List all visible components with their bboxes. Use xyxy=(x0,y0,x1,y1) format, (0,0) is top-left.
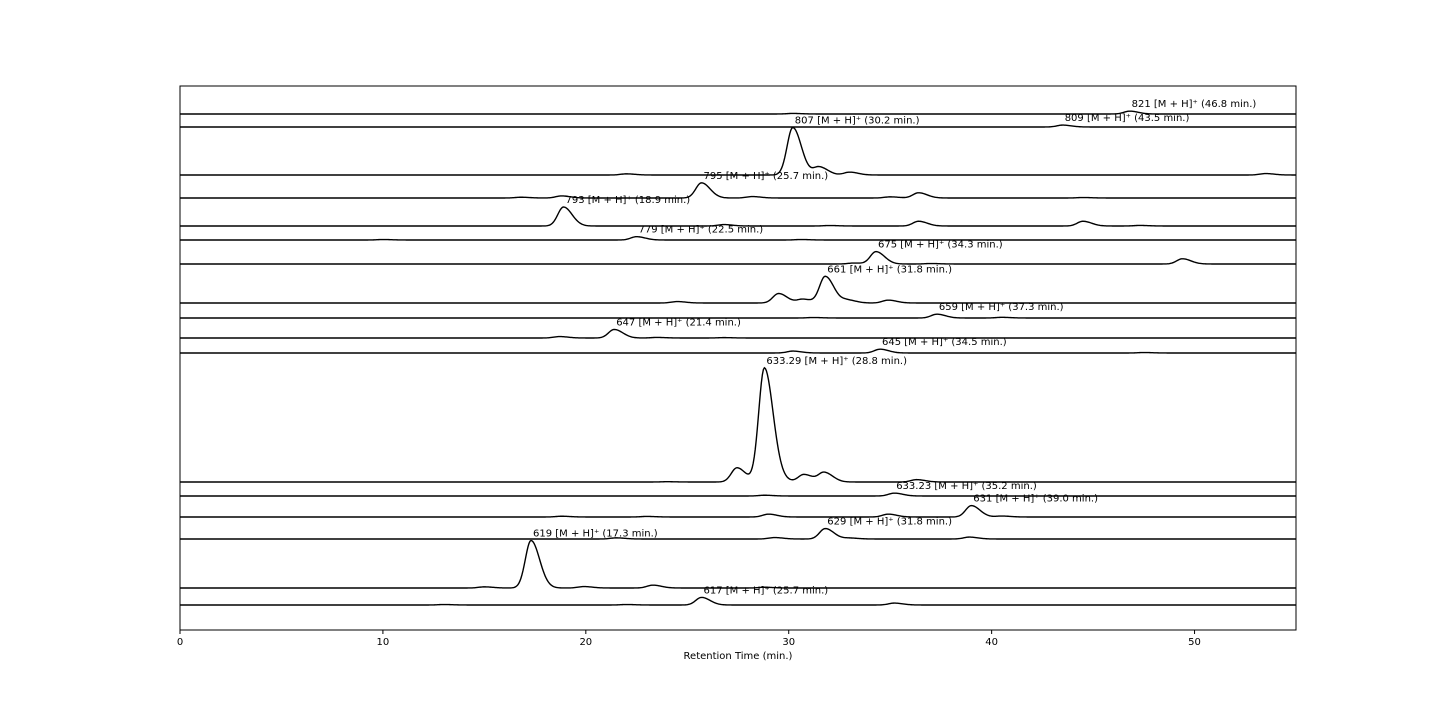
trace-633.23 xyxy=(180,492,1296,497)
peak-label-659: 659 [M + H]⁺ (37.3 min.) xyxy=(939,302,1064,313)
traces-group xyxy=(180,110,1296,606)
trace-645 xyxy=(180,348,1296,354)
peak-label-647: 647 [M + H]⁺ (21.4 min.) xyxy=(616,317,741,328)
trace-617 xyxy=(180,596,1296,606)
peak-label-633.23: 633.23 [M + H]⁺ (35.2 min.) xyxy=(896,481,1037,492)
x-axis: 0 10 20 30 40 50 xyxy=(177,630,1201,648)
trace-647 xyxy=(180,328,1296,339)
peak-label-619: 619 [M + H]⁺ (17.3 min.) xyxy=(533,529,658,540)
peak-label-807: 807 [M + H]⁺ (30.2 min.) xyxy=(795,116,920,127)
plot-frame xyxy=(179,85,1297,631)
x-tick-label-10: 10 xyxy=(377,637,390,648)
trace-793 xyxy=(180,206,1296,227)
trace-661 xyxy=(180,275,1296,304)
peak-label-661: 661 [M + H]⁺ (31.8 min.) xyxy=(827,264,952,275)
peak-label-793: 793 [M + H]⁺ (18.9 min.) xyxy=(566,195,691,206)
x-tick-label-50: 50 xyxy=(1188,637,1201,648)
trace-619 xyxy=(180,539,1296,589)
peak-label-631: 631 [M + H]⁺ (39.0 min.) xyxy=(973,494,1098,505)
peak-label-821: 821 [M + H]⁺ (46.8 min.) xyxy=(1132,99,1257,110)
trace-659 xyxy=(180,313,1296,319)
peak-label-795: 795 [M + H]⁺ (25.7 min.) xyxy=(704,171,829,182)
trace-809 xyxy=(180,124,1296,128)
peak-label-633.29: 633.29 [M + H]⁺ (28.8 min.) xyxy=(766,356,907,367)
peak-label-645: 645 [M + H]⁺ (34.5 min.) xyxy=(882,337,1007,348)
peak-label-809: 809 [M + H]⁺ (43.5 min.) xyxy=(1065,113,1190,124)
x-tick-label-40: 40 xyxy=(985,637,998,648)
trace-807 xyxy=(180,126,1296,176)
peak-label-617: 617 [M + H]⁺ (25.7 min.) xyxy=(704,585,829,596)
trace-795 xyxy=(180,182,1296,199)
x-tick-label-20: 20 xyxy=(579,637,592,648)
x-axis-label: Retention Time (min.) xyxy=(684,651,793,662)
peak-label-779: 779 [M + H]⁺ (22.5 min.) xyxy=(639,225,764,236)
peak-label-675: 675 [M + H]⁺ (34.3 min.) xyxy=(878,240,1003,251)
trace-631 xyxy=(180,504,1296,518)
x-tick-label-0: 0 xyxy=(177,637,183,648)
peak-label-629: 629 [M + H]⁺ (31.8 min.) xyxy=(827,517,952,528)
x-tick-label-30: 30 xyxy=(782,637,795,648)
peak-labels-group: 821 [M + H]⁺ (46.8 min.) 809 [M + H]⁺ (43… xyxy=(533,99,1256,596)
trace-821 xyxy=(180,110,1296,115)
trace-629 xyxy=(180,527,1296,540)
trace-779 xyxy=(180,235,1296,241)
trace-675 xyxy=(180,250,1296,265)
trace-633.29 xyxy=(180,366,1296,483)
